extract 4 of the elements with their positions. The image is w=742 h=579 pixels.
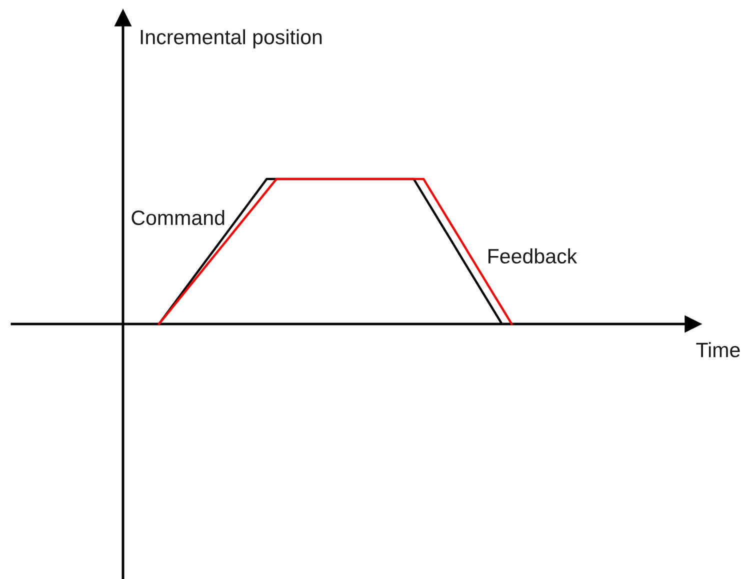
text: Time [696,342,740,358]
series-label: Command [132,210,224,226]
series-label: Feedback [488,248,578,264]
text: Incremental position [140,29,322,48]
